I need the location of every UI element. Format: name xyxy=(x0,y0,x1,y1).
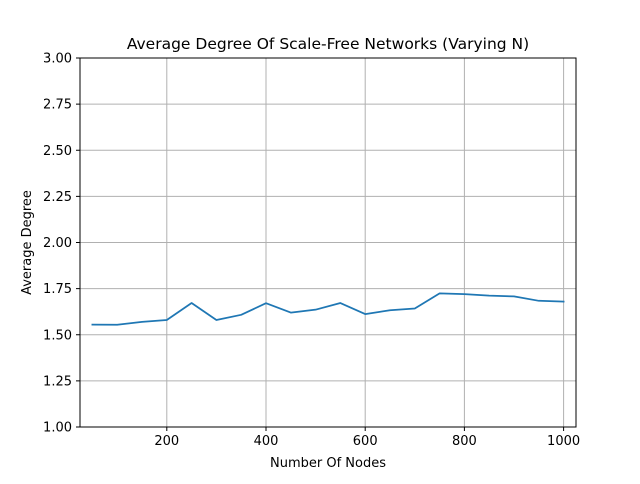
x-tick-label: 1000 xyxy=(547,434,580,449)
y-tick-label: 1.75 xyxy=(43,282,72,297)
y-tick-label: 1.00 xyxy=(43,421,72,436)
x-tick-label: 600 xyxy=(353,434,378,449)
y-tick-label: 2.00 xyxy=(43,236,72,251)
chart-title: Average Degree Of Scale-Free Networks (V… xyxy=(127,35,529,53)
y-tick-label: 1.50 xyxy=(43,328,72,343)
data-series xyxy=(91,292,565,326)
y-tick-label: 2.25 xyxy=(43,190,72,205)
series-line xyxy=(91,292,565,326)
axis-ticks: 200 400 600 800 1000 1.00 1.25 1.50 1.75 2.00 2.25… xyxy=(43,52,580,450)
x-tick-label: 800 xyxy=(452,434,477,449)
y-tick-label: 2.50 xyxy=(43,144,72,159)
x-tick-label: 400 xyxy=(254,434,279,449)
y-tick-label: 2.75 xyxy=(43,98,72,113)
y-axis-label: Average Degree xyxy=(20,190,35,295)
y-tick-label: 3.00 xyxy=(43,52,72,67)
x-tick-label: 200 xyxy=(154,434,179,449)
y-tick-label: 1.25 xyxy=(43,374,72,389)
x-axis-label: Number Of Nodes xyxy=(270,456,386,471)
